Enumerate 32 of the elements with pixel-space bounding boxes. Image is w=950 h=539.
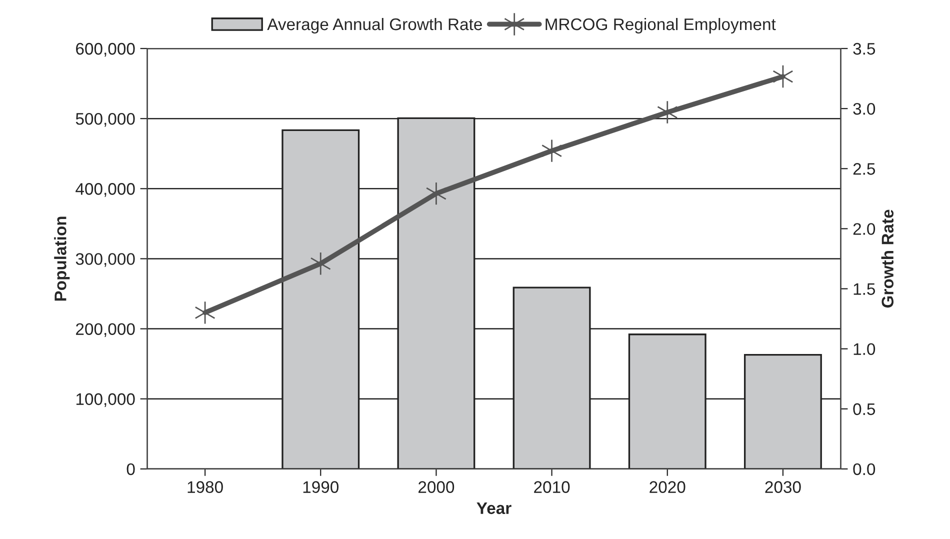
point: [541, 139, 562, 163]
point: [426, 182, 447, 206]
y-tick-label: 200,000: [76, 323, 135, 337]
x-tick-label: 2020: [650, 481, 686, 493]
y2-tick-label: 1.0: [854, 343, 876, 356]
y2-tick-label: 2.5: [853, 163, 876, 175]
x-tick-label: 2000: [418, 481, 454, 493]
x-tick-label: 2010: [534, 481, 570, 493]
y-tick-label: 100,000: [76, 393, 135, 408]
y2-tick-label: 0.0: [853, 463, 876, 476]
legend-label: Average Annual Growth Rate: [267, 18, 482, 34]
y2-tick-label: 3.5: [853, 42, 876, 55]
x-tick-label: 1990: [303, 481, 339, 493]
x-tick-label: 1980: [188, 481, 223, 493]
y2-tick-label: 3.0: [853, 102, 876, 115]
point: [772, 64, 794, 88]
legend-label: MRCOG Regional Employment: [546, 18, 776, 34]
y-tick-label: 0: [126, 463, 135, 476]
y-tick-label: 600,000: [76, 42, 135, 57]
y2-tick-label: 0.5: [853, 403, 876, 416]
point: [310, 252, 331, 276]
x-tick-label: 2030: [765, 481, 801, 493]
y-tick-label: 300,000: [76, 253, 135, 267]
y-tick-label: 500,000: [76, 112, 135, 127]
y2-tick-label: 2.0: [853, 223, 876, 235]
y-tick-label: 400,000: [76, 183, 135, 197]
y2-tick-label: 1.5: [854, 283, 876, 295]
y2-axis-title: Growth Rate: [881, 210, 894, 308]
x-axis-title: Year: [476, 502, 512, 514]
point: [657, 100, 678, 124]
point: [194, 300, 216, 324]
y-axis-title: Population: [54, 216, 70, 301]
